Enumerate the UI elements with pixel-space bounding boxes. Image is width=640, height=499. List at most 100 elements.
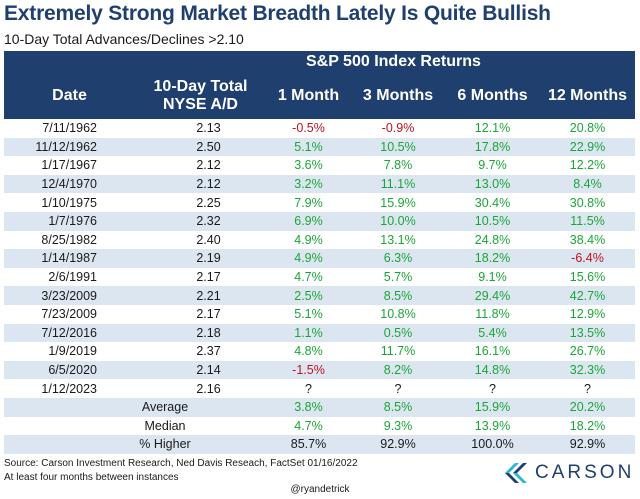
instances-note: At least four months between instances	[4, 472, 179, 483]
row-nyse-ad: 2.19	[135, 249, 266, 268]
row-nyse-ad: 2.14	[135, 360, 266, 380]
row-date: 1/14/1987	[4, 249, 135, 268]
header-date: Date	[4, 73, 135, 119]
row-1-month: 3.6%	[294, 158, 323, 173]
row-6-months: 18.2%	[445, 249, 540, 268]
row-1-month: ?	[305, 381, 312, 396]
summary-m6: 100.0%	[445, 435, 540, 454]
row-1-month: 6.9%	[266, 211, 351, 231]
row-nyse-ad: 2.16	[196, 381, 221, 396]
table-row: 11/12/1962 2.50 5.1% 10.5% 17.8% 22.9%	[4, 137, 636, 157]
table-row: 3/23/2009 2.21 2.5% 8.5% 29.4% 42.7%	[4, 286, 636, 305]
row-date: 7/12/2016	[4, 323, 135, 343]
row-1-month: 2.5%	[266, 286, 351, 305]
row-6-months: 30.4%	[474, 195, 511, 210]
row-1-month: 4.8%	[294, 344, 323, 359]
row-1-month: -0.5%	[292, 121, 325, 136]
row-6-months: 5.4%	[445, 323, 540, 343]
table-row: 12/4/1970 2.12 3.2% 11.1% 13.0% 8.4%	[4, 174, 636, 194]
table-row: 7/23/2009 2.17 5.1% 10.8% 11.8% 12.9%	[4, 305, 635, 324]
table-row: 7/11/1962 2.13 -0.5% -0.9% 12.1% 20.8%	[4, 119, 635, 138]
summary-row: Average 3.8% 8.5% 15.9% 20.2%	[4, 397, 636, 417]
summary-label: Median	[144, 418, 186, 433]
summary-m3: 92.9%	[351, 435, 445, 454]
row-date: 1/7/1976	[4, 211, 135, 231]
row-6-months: 14.8%	[445, 360, 540, 380]
header-3-months: 3 Months	[351, 73, 445, 119]
row-nyse-ad: 2.12	[196, 158, 221, 173]
header-1-month: 1 Month	[266, 73, 351, 119]
header-12-months: 12 Months	[540, 73, 636, 119]
row-6-months: 13.0%	[445, 174, 540, 194]
row-12-months: 13.5%	[540, 323, 636, 343]
row-1-month: 4.9%	[266, 249, 351, 268]
summary-label: Average	[4, 397, 266, 417]
header-row-top: S&P 500 Index Returns	[4, 51, 636, 73]
carson-logo: CARSON	[503, 461, 634, 485]
row-nyse-ad: 2.13	[196, 121, 221, 136]
row-3-months: 6.3%	[351, 249, 445, 268]
row-nyse-ad: 2.18	[135, 323, 266, 343]
row-3-months: 10.0%	[351, 211, 445, 231]
row-3-months: 10.8%	[380, 307, 416, 322]
row-nyse-ad: 2.17	[196, 270, 221, 285]
row-date: 1/17/1967	[41, 158, 97, 173]
row-nyse-ad: 2.50	[135, 137, 266, 157]
carson-logo-text: CARSON	[535, 462, 635, 483]
row-date: 8/25/1982	[41, 232, 97, 247]
row-12-months: 22.9%	[540, 137, 636, 157]
row-3-months: 10.5%	[351, 137, 445, 157]
row-12-months: 30.8%	[569, 195, 606, 210]
row-12-months: 26.7%	[569, 344, 606, 359]
summary-m1: 3.8%	[266, 397, 351, 417]
table-row: 1/9/2019 2.37 4.8% 11.7% 16.1% 26.7%	[4, 342, 635, 361]
row-3-months: ?	[394, 381, 402, 396]
header-group-label: S&P 500 Index Returns	[266, 51, 636, 73]
row-12-months: 11.5%	[540, 211, 636, 231]
row-3-months: 8.2%	[351, 360, 445, 380]
row-6-months: ?	[489, 381, 496, 396]
row-3-months: 13.1%	[380, 232, 416, 247]
row-1-month: 4.9%	[294, 232, 323, 247]
summary-m12: 18.2%	[569, 418, 606, 433]
carson-logo-icon	[505, 463, 527, 483]
table-row: 6/5/2020 2.14 -1.5% 8.2% 14.8% 32.3%	[4, 360, 636, 380]
row-12-months: 32.3%	[540, 360, 636, 380]
page-subtitle: 10-Day Total Advances/Declines >2.10	[4, 31, 244, 47]
summary-m3: 9.3%	[383, 418, 413, 433]
row-12-months: 38.4%	[569, 232, 606, 247]
row-6-months: 16.1%	[474, 344, 511, 359]
row-12-months: 42.7%	[540, 286, 636, 305]
row-nyse-ad: 2.32	[135, 211, 266, 231]
row-1-month: 7.9%	[294, 195, 323, 210]
author-handle: @ryandetrick	[290, 484, 350, 495]
source-note: Source: Carson Investment Research, Ned …	[4, 458, 358, 469]
row-3-months: 8.5%	[351, 286, 445, 305]
row-date: 3/23/2009	[4, 286, 135, 305]
row-12-months: 20.8%	[569, 121, 606, 136]
header-row-bottom: Date 10-Day Total NYSE A/D 1 Month 3 Mon…	[4, 73, 636, 119]
table-row: 1/7/1976 2.32 6.9% 10.0% 10.5% 11.5%	[4, 211, 636, 231]
row-1-month: -1.5%	[266, 360, 351, 380]
row-1-month: 5.1%	[266, 137, 351, 157]
header-nyse-line1: 10-Day Total	[153, 78, 248, 95]
summary-row: Median 4.7% 9.3% 13.9% 18.2%	[4, 417, 635, 436]
summary-label: % Higher	[4, 435, 266, 454]
row-date: 7/23/2009	[41, 307, 97, 322]
row-3-months: -0.9%	[381, 121, 415, 136]
row-1-month: 4.7%	[294, 270, 323, 285]
row-6-months: 12.1%	[474, 121, 511, 136]
table-row: 1/12/2023 2.16????	[4, 379, 635, 398]
row-nyse-ad: 2.17	[196, 307, 221, 322]
row-date: 1/10/1975	[41, 195, 97, 210]
row-nyse-ad: 2.37	[196, 344, 221, 359]
row-6-months: 24.8%	[474, 232, 511, 247]
row-3-months: 11.7%	[380, 344, 416, 359]
table-row: 8/25/1982 2.40 4.9% 13.1% 24.8% 38.4%	[4, 231, 635, 250]
summary-m3: 8.5%	[351, 397, 445, 417]
row-nyse-ad: 2.12	[135, 174, 266, 194]
table-row: 1/14/1987 2.19 4.9% 6.3% 18.2% -6.4%	[4, 249, 636, 268]
row-6-months: 9.1%	[478, 270, 507, 285]
row-6-months: 11.8%	[475, 307, 510, 322]
row-1-month: 5.1%	[294, 307, 323, 322]
